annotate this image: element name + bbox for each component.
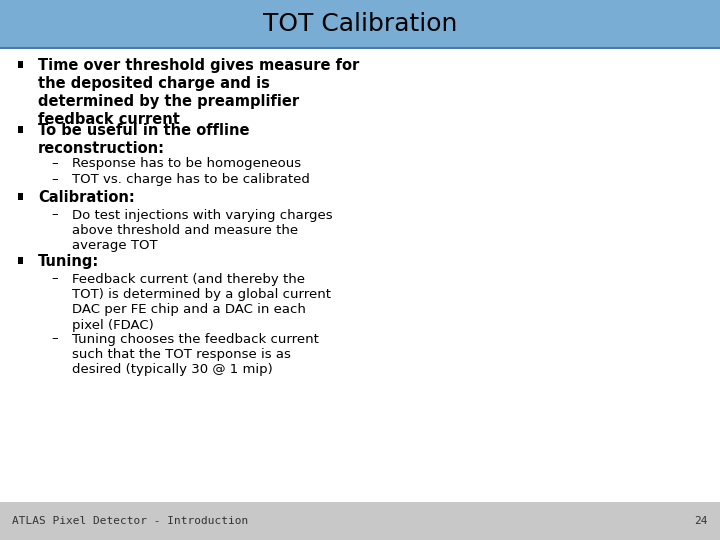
Text: TOT Calibration: TOT Calibration	[263, 12, 457, 36]
Text: Time over threshold gives measure for
the deposited charge and is
determined by : Time over threshold gives measure for th…	[38, 58, 359, 127]
Bar	[18, 62, 23, 69]
Text: TOT vs. charge has to be calibrated: TOT vs. charge has to be calibrated	[72, 173, 310, 186]
Bar	[0, 502, 720, 540]
Text: –: –	[52, 208, 58, 221]
Text: –: –	[52, 157, 58, 170]
Text: ATLAS Pixel Detector - Introduction: ATLAS Pixel Detector - Introduction	[12, 516, 248, 526]
Text: Do test injections with varying charges
above threshold and measure the
average : Do test injections with varying charges …	[72, 208, 333, 253]
Text: To be useful in the offline
reconstruction:: To be useful in the offline reconstructi…	[38, 123, 250, 156]
Text: Tuning:: Tuning:	[38, 254, 99, 269]
Text: –: –	[52, 173, 58, 186]
Bar	[18, 193, 23, 200]
Bar	[18, 126, 23, 133]
Bar	[0, 0, 720, 48]
Text: –: –	[52, 273, 58, 286]
Text: Calibration:: Calibration:	[38, 190, 135, 205]
Bar	[18, 258, 23, 265]
Text: Response has to be homogeneous: Response has to be homogeneous	[72, 157, 301, 170]
Text: Tuning chooses the feedback current
such that the TOT response is as
desired (ty: Tuning chooses the feedback current such…	[72, 333, 319, 376]
Text: –: –	[52, 333, 58, 346]
Text: Feedback current (and thereby the
TOT) is determined by a global current
DAC per: Feedback current (and thereby the TOT) i…	[72, 273, 331, 332]
Text: 24: 24	[695, 516, 708, 526]
